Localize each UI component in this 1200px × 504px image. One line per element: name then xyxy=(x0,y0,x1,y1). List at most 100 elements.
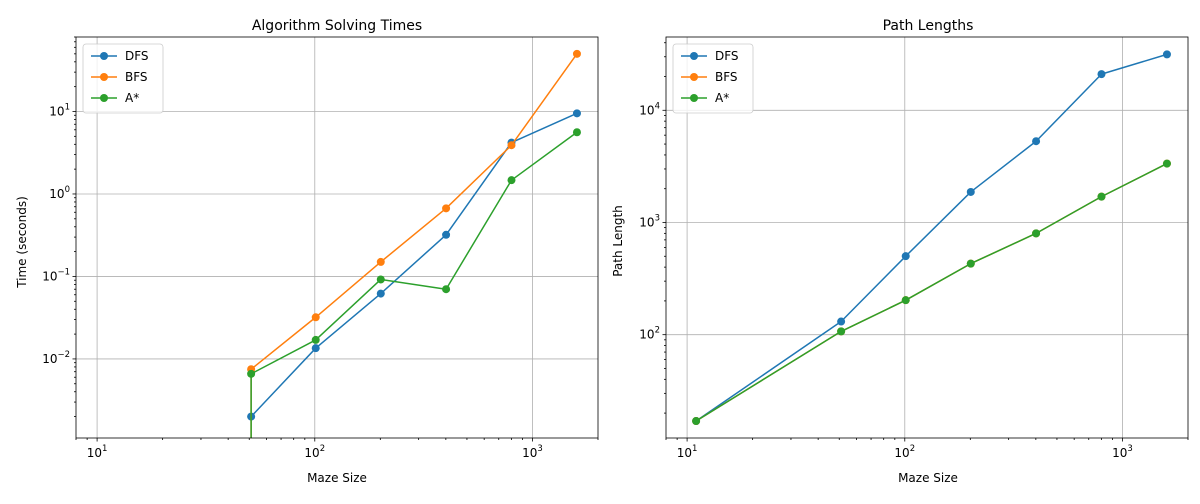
series-line xyxy=(250,53,578,438)
data-point xyxy=(901,296,910,305)
tick-exponent: 1 xyxy=(692,444,697,454)
legend-label: DFS xyxy=(125,49,149,63)
data-point xyxy=(507,176,516,185)
legend-label: DFS xyxy=(715,49,739,63)
data-point xyxy=(966,259,975,268)
x-tick-label: 103 xyxy=(1112,444,1133,460)
y-tick-label: 100 xyxy=(49,185,70,201)
data-point xyxy=(1097,192,1106,201)
series-line xyxy=(695,53,1168,422)
legend: DFS BFS A* xyxy=(82,43,164,114)
tick-exponent: 1 xyxy=(102,444,107,454)
tick-exponent: 3 xyxy=(537,444,542,454)
legend-box xyxy=(672,43,754,114)
plot-area xyxy=(247,49,581,470)
data-point xyxy=(572,49,581,58)
legend-marker xyxy=(100,73,108,81)
tick-base: 10 xyxy=(87,446,102,460)
chart-path-lengths: Path Lengths Maze Size Path Length 101 10… xyxy=(611,18,1189,485)
x-tick-label: 101 xyxy=(677,444,698,460)
tick-base: 10 xyxy=(677,446,692,460)
x-tick-label: 103 xyxy=(522,444,543,460)
data-point xyxy=(247,369,256,378)
legend-label: BFS xyxy=(125,70,148,84)
data-point xyxy=(376,289,385,298)
tick-exponent: 2 xyxy=(910,444,915,454)
data-point xyxy=(901,252,910,261)
y-tick-label: 102 xyxy=(639,326,660,342)
tick-base: 10 xyxy=(639,103,654,117)
tick-exponent: 3 xyxy=(655,213,660,223)
plot-area xyxy=(692,50,1171,426)
tick-exponent: 0 xyxy=(65,185,70,195)
x-tick-label: 102 xyxy=(304,444,325,460)
series-a xyxy=(692,159,1171,426)
data-point xyxy=(247,462,255,470)
tick-exponent: 1 xyxy=(65,102,70,112)
y-axis-label: Time (seconds) xyxy=(15,196,29,289)
tick-base: 10 xyxy=(49,187,64,201)
legend-label: A* xyxy=(125,91,139,105)
legend-marker xyxy=(690,73,698,81)
x-tick-label: 101 xyxy=(87,444,108,460)
data-point xyxy=(507,141,516,150)
axes-frame xyxy=(75,36,599,439)
data-point xyxy=(1032,137,1041,146)
y-tick-label: 10−1 xyxy=(42,267,70,283)
tick-base: 10 xyxy=(639,215,654,229)
data-point xyxy=(311,313,320,322)
data-point xyxy=(966,187,975,196)
tick-base: 10 xyxy=(894,446,909,460)
tick-exponent: 2 xyxy=(655,326,660,336)
y-tick-label: 104 xyxy=(639,101,660,117)
tick-base: 10 xyxy=(42,352,57,366)
legend-label: BFS xyxy=(715,70,738,84)
data-point xyxy=(247,462,255,470)
data-point xyxy=(1032,229,1041,238)
tick-exponent: −1 xyxy=(57,267,70,277)
series-line xyxy=(695,162,1168,422)
tick-base: 10 xyxy=(1112,446,1127,460)
data-point xyxy=(837,327,846,336)
data-point xyxy=(311,344,320,353)
y-tick-label: 103 xyxy=(639,213,660,229)
axes-frame xyxy=(665,36,1189,439)
chart-title: Path Lengths xyxy=(883,18,974,34)
tick-base: 10 xyxy=(522,446,537,460)
x-tick-label: 102 xyxy=(894,444,915,460)
data-point xyxy=(1097,70,1106,79)
data-point xyxy=(442,285,451,294)
tick-base: 10 xyxy=(639,328,654,342)
x-axis-label: Maze Size xyxy=(307,471,367,485)
tick-exponent: 2 xyxy=(320,444,325,454)
data-point xyxy=(442,230,451,239)
data-point xyxy=(692,417,701,426)
data-point xyxy=(311,335,320,344)
legend-marker xyxy=(690,94,698,102)
legend-box xyxy=(82,43,164,114)
tick-base: 10 xyxy=(304,446,319,460)
data-point xyxy=(1162,50,1171,59)
data-point xyxy=(1162,159,1171,168)
series-dfs xyxy=(692,50,1171,426)
tick-base: 10 xyxy=(49,104,64,118)
x-axis-label: Maze Size xyxy=(898,471,958,485)
y-axis-label: Path Length xyxy=(611,205,625,277)
data-point xyxy=(442,204,451,213)
data-point xyxy=(572,128,581,137)
data-point xyxy=(572,109,581,118)
series-a xyxy=(247,128,581,470)
tick-exponent: 3 xyxy=(1127,444,1132,454)
chart-title: Algorithm Solving Times xyxy=(252,18,422,34)
tick-base: 10 xyxy=(42,269,57,283)
y-tick-label: 10−2 xyxy=(42,350,70,366)
legend-marker xyxy=(100,94,108,102)
legend-marker xyxy=(100,52,108,60)
series-dfs xyxy=(247,109,581,421)
chart-solving-times: Algorithm Solving Times Maze Size Time (… xyxy=(15,18,599,485)
data-point xyxy=(376,257,385,266)
tick-exponent: −2 xyxy=(57,350,70,360)
legend-label: A* xyxy=(715,91,729,105)
data-point xyxy=(376,275,385,284)
